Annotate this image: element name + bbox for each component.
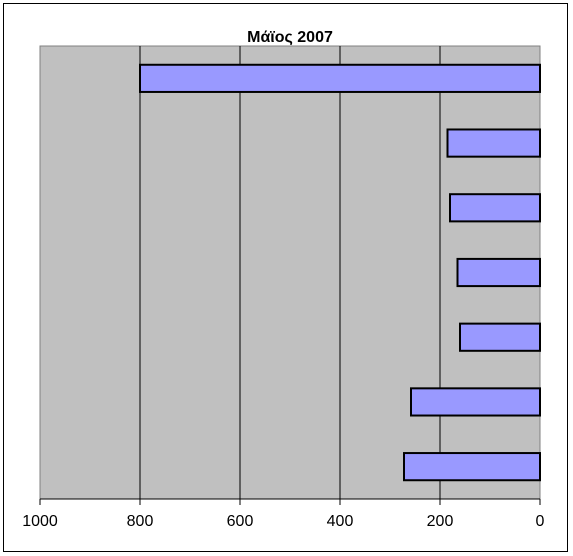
- x-tick-label-800: 800: [127, 513, 154, 530]
- chart-title: Μάϊος 2007: [247, 29, 333, 46]
- x-tick-label-600: 600: [227, 513, 254, 530]
- bar-3: [449, 193, 541, 223]
- bars: [139, 63, 541, 482]
- bar-4: [456, 257, 541, 288]
- gridlines: [139, 46, 441, 499]
- x-tick-label-200: 200: [427, 513, 454, 530]
- x-axis-ticks: 1000 800 600 400 200 0: [22, 499, 545, 530]
- x-tick-label-400: 400: [327, 513, 354, 530]
- bar-1: [139, 63, 541, 93]
- bar-5: [459, 322, 541, 352]
- bar-2: [446, 128, 541, 158]
- bar-7: [403, 452, 541, 482]
- x-tick-label-1000: 1000: [22, 513, 58, 530]
- x-tick-label-0: 0: [536, 513, 545, 530]
- bar-6: [410, 387, 541, 417]
